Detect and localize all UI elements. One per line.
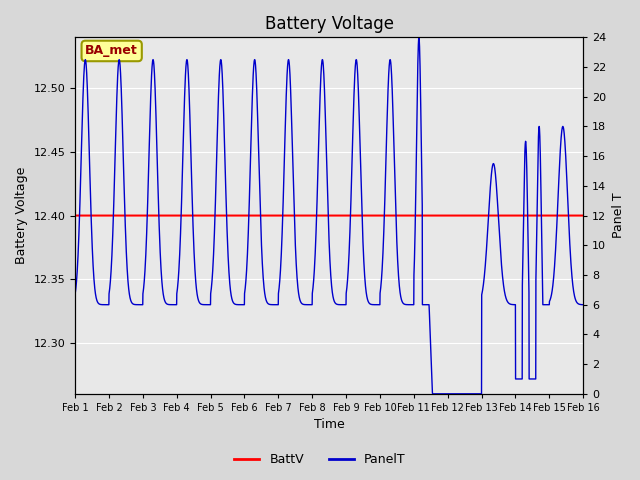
X-axis label: Time: Time <box>314 419 344 432</box>
Text: BA_met: BA_met <box>85 45 138 58</box>
Title: Battery Voltage: Battery Voltage <box>265 15 394 33</box>
Y-axis label: Battery Voltage: Battery Voltage <box>15 167 28 264</box>
Legend: BattV, PanelT: BattV, PanelT <box>229 448 411 471</box>
Y-axis label: Panel T: Panel T <box>612 193 625 239</box>
